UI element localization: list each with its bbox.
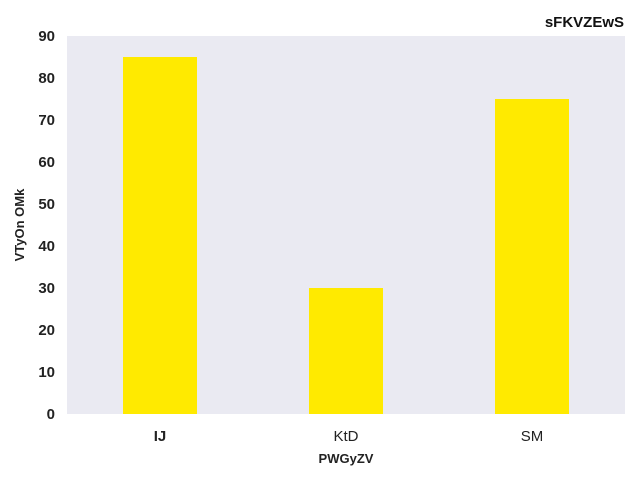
y-tick-label: 20	[38, 322, 55, 339]
y-tick-labels: 0 10 20 30 40 50 60 70 80 90	[38, 28, 55, 423]
x-tick-label: SM	[521, 428, 544, 445]
y-tick-label: 30	[38, 280, 55, 297]
bars-group	[123, 57, 569, 414]
bar-ij	[123, 57, 197, 414]
x-axis-label: PWGyZV	[319, 451, 374, 466]
y-tick-label: 40	[38, 238, 55, 255]
y-tick-label: 0	[47, 406, 55, 423]
y-tick-label: 10	[38, 364, 55, 381]
bar-sm	[495, 99, 569, 414]
y-tick-label: 50	[38, 196, 55, 213]
y-tick-label: 60	[38, 154, 55, 171]
x-tick-labels: IJ KtD SM	[154, 428, 544, 445]
y-tick-label: 80	[38, 70, 55, 87]
y-axis-label: VTyOn OMk	[12, 188, 27, 261]
x-tick-label: KtD	[333, 428, 358, 445]
y-tick-label: 70	[38, 112, 55, 129]
chart-title: sFKVZEwS	[545, 14, 624, 31]
bar-ktd	[309, 288, 383, 414]
x-tick-label: IJ	[154, 428, 167, 445]
y-tick-label: 90	[38, 28, 55, 45]
